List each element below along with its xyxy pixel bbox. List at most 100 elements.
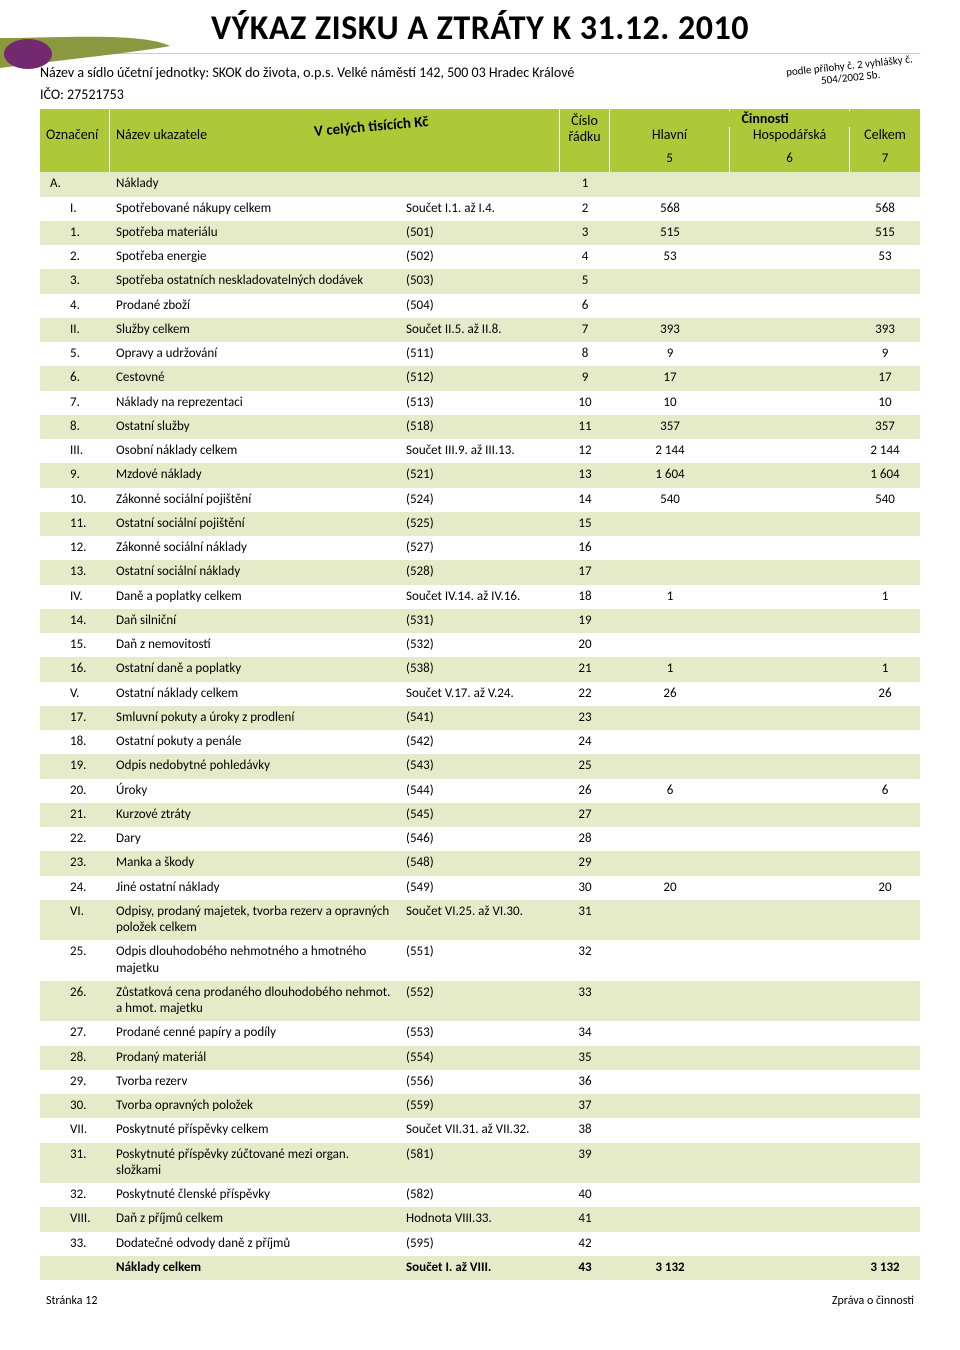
cell-code: (521) <box>400 463 560 487</box>
cell-celkem <box>850 1046 920 1070</box>
cell-hlavni <box>610 633 730 657</box>
cell-hlavni: 17 <box>610 366 730 390</box>
cell-hosp <box>730 172 850 196</box>
cell-code: (546) <box>400 827 560 851</box>
cell-ozn: 8. <box>40 415 110 439</box>
cell-ozn: 14. <box>40 609 110 633</box>
cell-hlavni <box>610 1046 730 1070</box>
cell-ozn: 6. <box>40 366 110 390</box>
cell-celkem <box>850 1118 920 1142</box>
cell-name: Dodatečné odvody daně z příjmů <box>110 1232 400 1256</box>
cell-ozn: 26. <box>40 981 110 1022</box>
cell-row: 16 <box>560 536 610 560</box>
cell-celkem <box>850 269 920 293</box>
cell-hosp <box>730 940 850 981</box>
cell-hlavni <box>610 1143 730 1184</box>
cell-name: Daň z nemovitostí <box>110 633 400 657</box>
table-row: 20.Úroky(544)2666 <box>40 779 920 803</box>
cell-code: (504) <box>400 294 560 318</box>
cell-name: Zůstatková cena prodaného dlouhodobého n… <box>110 981 400 1022</box>
table-row: V.Ostatní náklady celkemSoučet V.17. až … <box>40 682 920 706</box>
cell-name: Ostatní služby <box>110 415 400 439</box>
cell-hlavni <box>610 1183 730 1207</box>
cell-name: Spotřeba materiálu <box>110 221 400 245</box>
cell-hosp <box>730 633 850 657</box>
table-subheader: 5 6 7 <box>40 149 920 172</box>
table-row: 25.Odpis dlouhodobého nehmotného a hmotn… <box>40 940 920 981</box>
cell-celkem <box>850 172 920 196</box>
cell-ozn: 18. <box>40 730 110 754</box>
cell-hosp <box>730 391 850 415</box>
cell-name: Daň z příjmů celkem <box>110 1207 400 1231</box>
cell-hosp <box>730 463 850 487</box>
cell-row: 25 <box>560 754 610 778</box>
cell-celkem: 10 <box>850 391 920 415</box>
cell-name: Smluvní pokuty a úroky z prodlení <box>110 706 400 730</box>
cell-row: 13 <box>560 463 610 487</box>
cell-hosp <box>730 512 850 536</box>
cell-row: 7 <box>560 318 610 342</box>
cell-hosp <box>730 269 850 293</box>
cell-row: 37 <box>560 1094 610 1118</box>
cell-ozn: 1. <box>40 221 110 245</box>
cell-ozn: 27. <box>40 1021 110 1045</box>
cell-hosp <box>730 415 850 439</box>
cell-hosp <box>730 900 850 941</box>
cell-hlavni <box>610 803 730 827</box>
cell-row: 1 <box>560 172 610 196</box>
cell-hlavni: 568 <box>610 197 730 221</box>
cell-hosp <box>730 803 850 827</box>
cell-ozn: 7. <box>40 391 110 415</box>
cell-hosp <box>730 1143 850 1184</box>
cell-hosp <box>730 488 850 512</box>
cell-name: Spotřeba energie <box>110 245 400 269</box>
cell-code: (503) <box>400 269 560 293</box>
cell-code <box>400 172 560 196</box>
cell-row: 36 <box>560 1070 610 1094</box>
cell-row: 22 <box>560 682 610 706</box>
cell-celkem <box>850 851 920 875</box>
cell-row: 35 <box>560 1046 610 1070</box>
cell-name: Dary <box>110 827 400 851</box>
cell-celkem: 540 <box>850 488 920 512</box>
cell-row: 27 <box>560 803 610 827</box>
cell-row: 41 <box>560 1207 610 1231</box>
cell-code: (544) <box>400 779 560 803</box>
cell-ozn: I. <box>40 197 110 221</box>
cell-name: Spotřeba ostatních neskladovatelných dod… <box>110 269 400 293</box>
table-row: VIII.Daň z příjmů celkemHodnota VIII.33.… <box>40 1207 920 1231</box>
cell-row: 4 <box>560 245 610 269</box>
cell-celkem <box>850 536 920 560</box>
cell-ozn: 20. <box>40 779 110 803</box>
cell-name: Spotřebované nákupy celkem <box>110 197 400 221</box>
cell-hlavni <box>610 827 730 851</box>
table-row: 29.Tvorba rezerv(556)36 <box>40 1070 920 1094</box>
table-row: 30.Tvorba opravných položek(559)37 <box>40 1094 920 1118</box>
cell-name: Úroky <box>110 779 400 803</box>
cell-code: (527) <box>400 536 560 560</box>
cell-ozn: 29. <box>40 1070 110 1094</box>
cell-celkem <box>850 609 920 633</box>
cell-hlavni: 2 144 <box>610 439 730 463</box>
table-row: III.Osobní náklady celkemSoučet III.9. a… <box>40 439 920 463</box>
cell-celkem: 1 <box>850 657 920 681</box>
cell-name: Náklady na reprezentaci <box>110 391 400 415</box>
cell-hlavni: 9 <box>610 342 730 366</box>
cell-row: 18 <box>560 585 610 609</box>
cell-hosp <box>730 536 850 560</box>
cell-code: (595) <box>400 1232 560 1256</box>
cell-celkem: 6 <box>850 779 920 803</box>
table-row: II.Služby celkemSoučet II.5. až II.8.739… <box>40 318 920 342</box>
cell-hlavni: 540 <box>610 488 730 512</box>
cell-hlavni <box>610 269 730 293</box>
cell-name: Ostatní sociální náklady <box>110 560 400 584</box>
cell-ozn: 11. <box>40 512 110 536</box>
cell-row: 19 <box>560 609 610 633</box>
cell-hosp <box>730 851 850 875</box>
table-row: 16.Ostatní daně a poplatky(538)2111 <box>40 657 920 681</box>
cell-name: Odpis nedobytné pohledávky <box>110 754 400 778</box>
cell-hlavni: 357 <box>610 415 730 439</box>
table-row: 13.Ostatní sociální náklady(528)17 <box>40 560 920 584</box>
cell-hlavni <box>610 512 730 536</box>
cell-name: Zákonné sociální pojištění <box>110 488 400 512</box>
